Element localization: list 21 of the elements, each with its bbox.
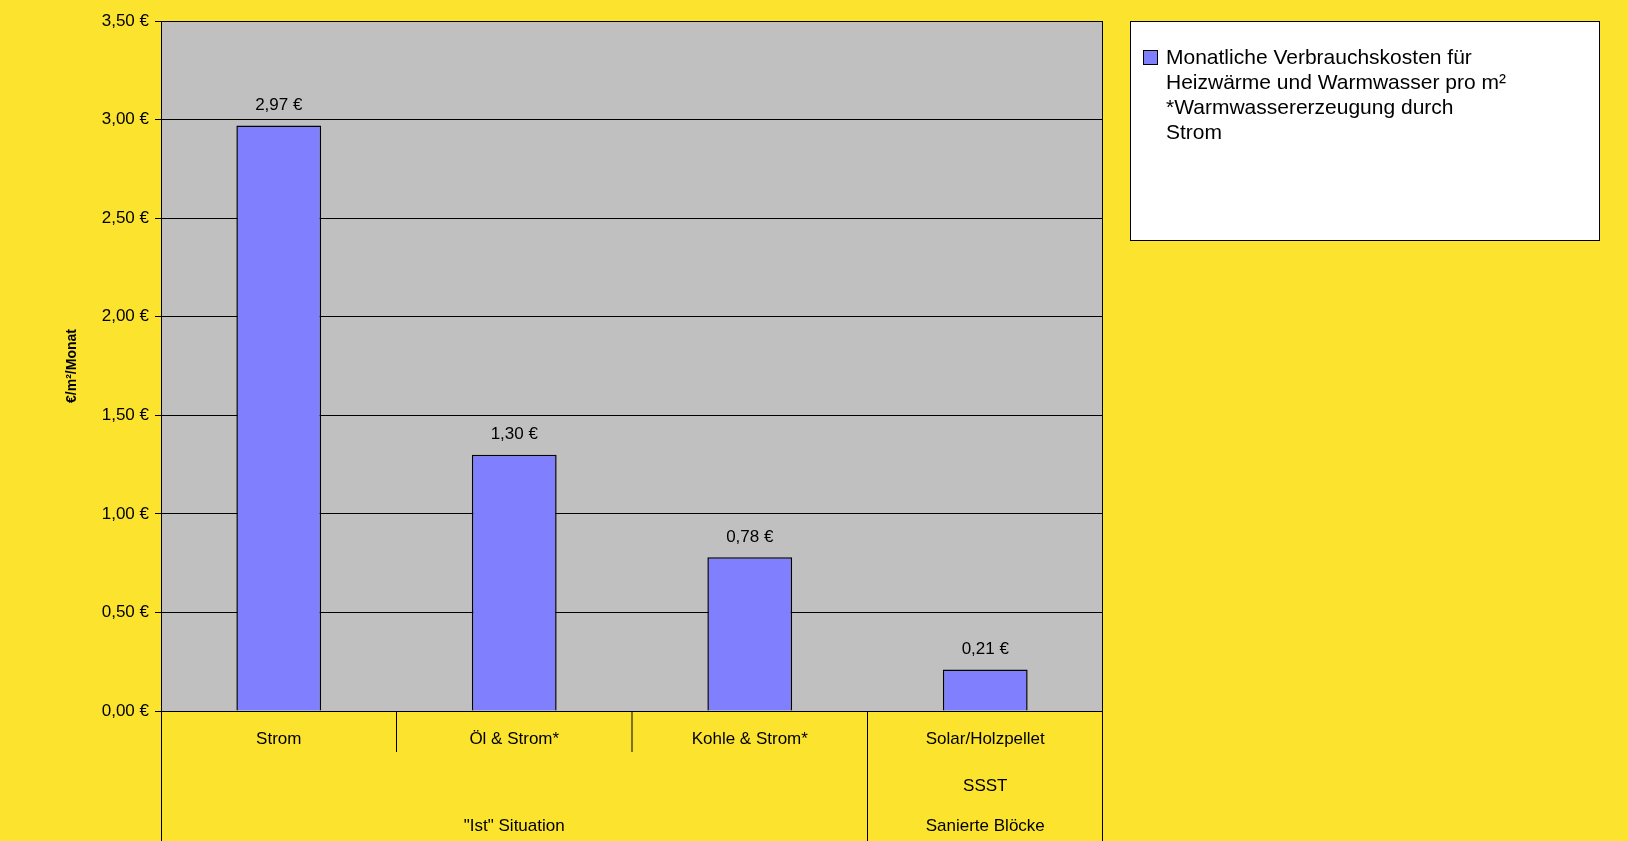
y-tick-label: 3,00 € bbox=[101, 109, 150, 129]
y-axis-title: €/m²/Monat bbox=[62, 328, 79, 403]
data-label: 1,30 € bbox=[490, 424, 539, 444]
text: Sanierte Blöcke bbox=[925, 815, 1045, 835]
y-tick-label: 3,50 € bbox=[101, 10, 150, 30]
text: SSST bbox=[963, 775, 1008, 795]
data-label: 0,21 € bbox=[961, 639, 1010, 659]
text: "Ist" Situation bbox=[463, 815, 565, 835]
x-tick-label: Öl & Strom* bbox=[469, 728, 560, 748]
x-tick-label: Kohle & Strom* bbox=[691, 728, 809, 748]
y-tick-label: 2,50 € bbox=[101, 207, 150, 227]
y-tick-label: 0,00 € bbox=[101, 700, 150, 720]
y-tick-label: 1,00 € bbox=[101, 503, 150, 523]
x-tick-label: Solar/Holzpellet bbox=[925, 728, 1046, 748]
data-label: 2,97 € bbox=[255, 95, 303, 115]
x-tick-label: Strom bbox=[256, 728, 302, 748]
y-tick-label: 0,50 € bbox=[101, 602, 150, 622]
legend-label: Monatliche Verbrauchskosten für Heizwärme und Warmwasser pro m² *Warmwassererzeugung durch Strom bbox=[1166, 44, 1506, 144]
y-tick-label: 1,50 € bbox=[101, 404, 150, 424]
y-tick-label: 2,00 € bbox=[101, 306, 150, 326]
data-label: 0,78 € bbox=[726, 526, 774, 546]
